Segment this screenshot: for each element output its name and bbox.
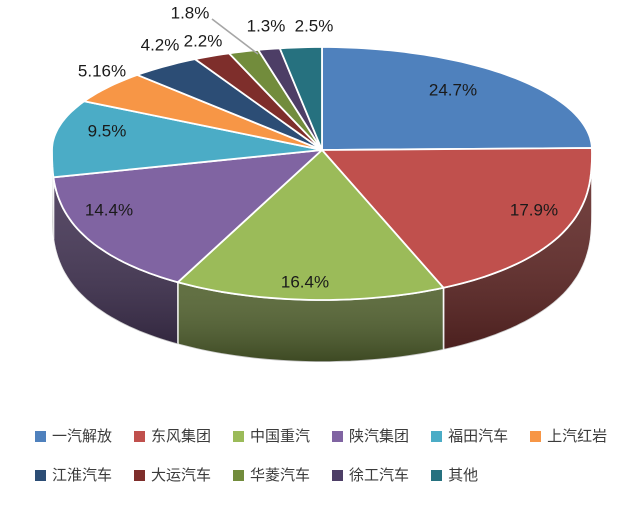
legend-swatch [134,470,146,481]
legend-label: 上汽红岩 [547,428,608,445]
pie-wall-shade [177,282,444,362]
legend-swatch [35,431,46,442]
legend-swatch [431,470,443,481]
slice-label-徐工汽车: 1.3% [247,16,286,35]
legend-item-东风集团: 东风集团 [134,427,211,446]
legend-label: 华菱汽车 [250,467,311,484]
legend-item-福田汽车: 福田汽车 [431,427,508,446]
pie-slice-大运汽车 [194,52,323,151]
legend-item-中国重汽: 中国重汽 [233,427,310,446]
pie-slice-陕汽集团 [52,149,323,284]
pie-3d-svg: 24.7% 17.9% 16.4% 14.4% 9.5% 5.16% 4.2% 2.2% 1.8… [51,3,593,363]
legend-label: 其他 [448,467,479,484]
pie-slice-华菱汽车 [228,49,323,151]
slice-label-其他: 2.5% [295,16,334,35]
legend-row-1: 一汽解放 东风集团 中国重汽 陕汽集团 福田汽车 上汽红岩 [35,427,629,446]
legend-label: 江淮汽车 [52,467,113,484]
legend-item-大运汽车: 大运汽车 [134,466,211,485]
slice-label-中国重汽: 16.4% [281,272,329,291]
legend-label: 徐工汽车 [349,467,410,484]
slice-label-大运汽车: 2.2% [184,31,223,50]
pie-slice-上汽红岩 [83,74,323,151]
pie-slice-中国重汽 [176,149,445,301]
legend-item-其他: 其他 [431,466,478,485]
chart-legend: 一汽解放 东风集团 中国重汽 陕汽集团 福田汽车 上汽红岩 江淮汽车 大运汽车 华菱汽车 徐工汽… [35,427,629,505]
legend-item-陕汽集团: 陕汽集团 [332,427,409,446]
slice-label-一汽解放: 24.7% [429,80,477,99]
pie-wall-shade [53,177,178,345]
slice-label-福田汽车: 9.5% [88,121,127,140]
legend-item-徐工汽车: 徐工汽车 [332,466,409,485]
legend-swatch [431,431,443,442]
slice-label-东风集团: 17.9% [510,200,558,219]
pie-slice-江淮汽车 [136,58,323,151]
legend-label: 东风集团 [151,428,212,445]
slice-label-华菱汽车: 1.8% [171,3,210,22]
legend-label: 中国重汽 [250,428,311,445]
legend-swatch [332,470,344,481]
legend-item-江淮汽车: 江淮汽车 [35,466,112,485]
legend-row-2: 江淮汽车 大运汽车 华菱汽车 徐工汽车 其他 [35,466,629,485]
label-leader-line [211,18,259,55]
legend-item-一汽解放: 一汽解放 [35,427,112,446]
legend-label: 福田汽车 [448,428,509,445]
legend-swatch [332,431,344,442]
legend-label: 一汽解放 [52,428,113,445]
legend-swatch [530,431,542,442]
slice-label-上汽红岩: 5.16% [78,61,126,80]
legend-label: 大运汽车 [151,467,212,484]
legend-item-上汽红岩: 上汽红岩 [530,427,607,446]
pie-slice-福田汽车 [51,100,323,179]
legend-swatch [233,470,245,481]
slice-label-江淮汽车: 4.2% [141,35,180,54]
legend-item-华菱汽车: 华菱汽车 [233,466,310,485]
legend-swatch [134,431,146,442]
pie-slice-一汽解放 [321,46,593,151]
chart-container: 24.7% 17.9% 16.4% 14.4% 9.5% 5.16% 4.2% 2.2% 1.8… [51,3,593,363]
legend-swatch [233,431,245,442]
pie-slice-其他 [278,46,323,151]
legend-swatch [35,470,46,481]
pie-wall-shade [443,150,592,350]
legend-label: 陕汽集团 [349,428,410,445]
pie-slice-东风集团 [321,147,593,289]
slice-label-陕汽集团: 14.4% [85,200,133,219]
